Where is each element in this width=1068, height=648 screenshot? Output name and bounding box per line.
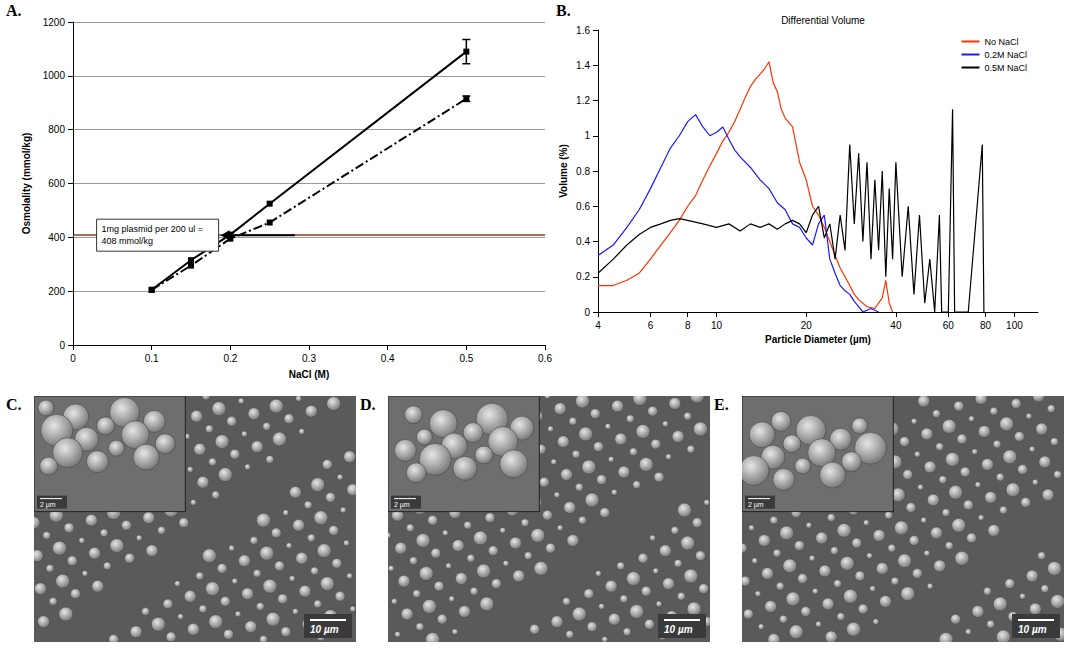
svg-text:6: 6 — [648, 320, 654, 331]
svg-text:1: 1 — [584, 130, 590, 141]
svg-text:0.8: 0.8 — [576, 166, 590, 177]
svg-text:0.2: 0.2 — [223, 353, 237, 364]
svg-text:0.3: 0.3 — [302, 353, 316, 364]
svg-text:200: 200 — [48, 286, 65, 297]
svg-text:8: 8 — [685, 320, 691, 331]
svg-text:60: 60 — [943, 320, 955, 331]
svg-text:100: 100 — [1006, 320, 1023, 331]
svg-text:2 µm: 2 µm — [40, 501, 56, 509]
svg-text:1mg plasmid per 200 ul =: 1mg plasmid per 200 ul = — [102, 224, 206, 234]
svg-text:10: 10 — [711, 320, 723, 331]
svg-text:0.2: 0.2 — [576, 271, 590, 282]
svg-text:0.4: 0.4 — [381, 353, 395, 364]
svg-text:0.4: 0.4 — [576, 236, 590, 247]
svg-text:600: 600 — [48, 178, 65, 189]
svg-text:Particle Diameter (µm): Particle Diameter (µm) — [765, 334, 871, 345]
svg-text:800: 800 — [48, 124, 65, 135]
svg-text:400: 400 — [48, 232, 65, 243]
svg-text:Differential Volume: Differential Volume — [781, 15, 865, 26]
svg-text:2 µm: 2 µm — [394, 501, 410, 509]
svg-text:1.2: 1.2 — [576, 95, 590, 106]
svg-text:No NaCl: No NaCl — [984, 37, 1018, 47]
svg-text:1200: 1200 — [43, 17, 66, 28]
svg-text:B.: B. — [556, 2, 571, 19]
svg-text:1000: 1000 — [43, 70, 66, 81]
svg-text:0.6: 0.6 — [538, 353, 552, 364]
svg-text:0: 0 — [59, 340, 65, 351]
svg-text:0: 0 — [584, 307, 590, 318]
svg-text:D.: D. — [360, 396, 376, 413]
svg-text:20: 20 — [801, 320, 813, 331]
svg-text:10 µm: 10 µm — [664, 624, 693, 635]
svg-text:408 mmol/kg: 408 mmol/kg — [102, 236, 154, 246]
svg-text:E.: E. — [714, 396, 729, 413]
svg-text:Osmolality (mmol/kg): Osmolality (mmol/kg) — [21, 133, 32, 235]
svg-text:A.: A. — [6, 2, 22, 19]
svg-text:40: 40 — [890, 320, 902, 331]
svg-text:Volume (%): Volume (%) — [558, 144, 569, 198]
svg-text:2 µm: 2 µm — [748, 501, 764, 509]
svg-text:C.: C. — [6, 396, 22, 413]
svg-text:1.6: 1.6 — [576, 25, 590, 36]
svg-text:0.6: 0.6 — [576, 201, 590, 212]
svg-text:NaCl (M): NaCl (M) — [289, 369, 330, 380]
svg-text:4: 4 — [595, 320, 601, 331]
svg-text:80: 80 — [980, 320, 992, 331]
svg-text:0.1: 0.1 — [145, 353, 159, 364]
svg-text:0: 0 — [70, 353, 76, 364]
svg-text:0.5: 0.5 — [459, 353, 473, 364]
svg-text:10 µm: 10 µm — [310, 624, 339, 635]
svg-text:1.4: 1.4 — [576, 60, 590, 71]
svg-text:0.2M NaCl: 0.2M NaCl — [984, 50, 1027, 60]
svg-text:0.5M NaCl: 0.5M NaCl — [984, 63, 1027, 73]
svg-text:10 µm: 10 µm — [1018, 624, 1047, 635]
